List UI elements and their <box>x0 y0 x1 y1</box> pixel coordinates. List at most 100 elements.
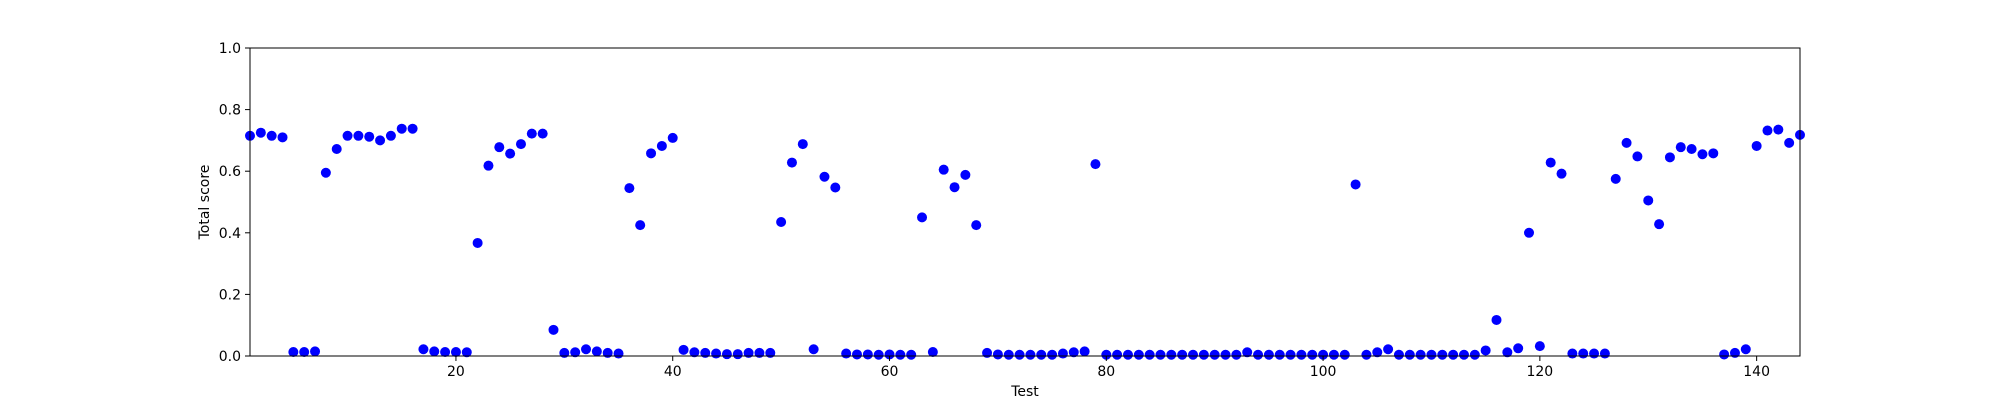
data-point <box>385 130 396 141</box>
data-point <box>1253 349 1264 360</box>
data-point <box>1220 349 1231 360</box>
data-point <box>1491 314 1502 325</box>
data-point <box>1003 349 1014 360</box>
data-point <box>494 142 505 153</box>
data-point <box>1263 349 1274 360</box>
data-point <box>992 349 1003 360</box>
x-tick-label: 20 <box>447 364 465 380</box>
y-tick-label: 0.4 <box>219 226 241 242</box>
data-point <box>1567 348 1578 359</box>
data-point <box>548 324 559 335</box>
data-point <box>1122 349 1133 360</box>
x-tick-label: 60 <box>881 364 899 380</box>
data-point <box>1361 349 1372 360</box>
data-point <box>1686 144 1697 155</box>
data-point <box>960 169 971 180</box>
data-point <box>1274 349 1285 360</box>
data-point <box>1079 346 1090 357</box>
data-point <box>483 160 494 171</box>
data-point <box>1383 344 1394 355</box>
data-point <box>288 346 299 357</box>
data-point <box>786 157 797 168</box>
data-point <box>1101 349 1112 360</box>
data-point <box>364 131 375 142</box>
x-axis-ticks: 20 40 60 80 100 120 140 <box>447 356 1770 380</box>
x-tick-label: 100 <box>1310 364 1337 380</box>
x-axis-label: Test <box>1010 384 1039 400</box>
data-point <box>591 346 602 357</box>
data-point <box>1458 349 1469 360</box>
data-point <box>1762 125 1773 136</box>
data-point <box>526 128 537 139</box>
data-point <box>1350 179 1361 190</box>
data-point <box>1578 348 1589 359</box>
data-point <box>1621 137 1632 148</box>
data-point <box>906 349 917 360</box>
data-point <box>1307 349 1318 360</box>
data-point <box>1448 349 1459 360</box>
data-point <box>1654 219 1665 230</box>
x-tick-label: 80 <box>1097 364 1115 380</box>
data-point <box>1643 195 1654 206</box>
data-point <box>797 139 808 150</box>
data-point <box>1534 341 1545 352</box>
y-tick-label: 1.0 <box>219 41 241 57</box>
data-point <box>1545 157 1556 168</box>
data-point <box>396 123 407 134</box>
data-point <box>450 346 461 357</box>
x-tick-label: 120 <box>1526 364 1553 380</box>
data-point <box>851 349 862 360</box>
data-point <box>505 148 516 159</box>
data-point <box>1675 142 1686 153</box>
data-point <box>1209 349 1220 360</box>
data-points <box>245 123 1805 360</box>
data-point <box>1697 149 1708 160</box>
data-point <box>949 182 960 193</box>
data-point <box>776 217 787 228</box>
y-tick-label: 0.8 <box>219 103 241 119</box>
data-point <box>1664 152 1675 163</box>
data-point <box>299 346 310 357</box>
data-point <box>418 344 429 355</box>
data-point <box>1144 349 1155 360</box>
data-point <box>1784 137 1795 148</box>
data-point <box>1090 159 1101 170</box>
data-point <box>581 344 592 355</box>
data-point <box>1556 168 1567 179</box>
data-point <box>1524 227 1535 238</box>
data-point <box>559 347 570 358</box>
y-tick-label: 0.0 <box>219 349 241 365</box>
data-point <box>515 139 526 150</box>
data-point <box>678 344 689 355</box>
data-point <box>711 348 722 359</box>
data-point <box>1773 124 1784 135</box>
data-point <box>1068 347 1079 358</box>
data-point <box>862 349 873 360</box>
data-point <box>266 130 277 141</box>
data-point <box>1480 345 1491 356</box>
data-point <box>635 220 646 231</box>
data-point <box>1719 349 1730 360</box>
data-point <box>1328 349 1339 360</box>
data-point <box>429 346 440 357</box>
data-point <box>700 347 711 358</box>
y-axis-label: Total score <box>197 165 213 241</box>
data-point <box>407 123 418 134</box>
data-point <box>1339 349 1350 360</box>
data-point <box>1112 349 1123 360</box>
y-tick-label: 0.2 <box>219 287 241 303</box>
data-point <box>873 349 884 360</box>
data-point <box>1166 349 1177 360</box>
data-point <box>1242 347 1253 358</box>
data-point <box>765 347 776 358</box>
data-point <box>732 349 743 360</box>
data-point <box>819 171 830 182</box>
data-point <box>830 182 841 193</box>
data-point <box>895 349 906 360</box>
data-point <box>841 348 852 359</box>
data-point <box>537 128 548 139</box>
data-point <box>1155 349 1166 360</box>
data-point <box>917 212 928 223</box>
data-point <box>1285 349 1296 360</box>
